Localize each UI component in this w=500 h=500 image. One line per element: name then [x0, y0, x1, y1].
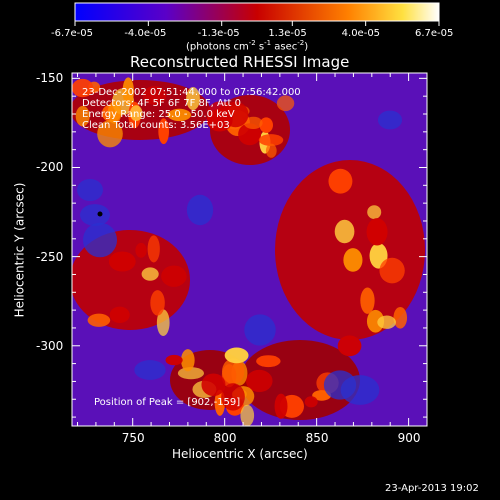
x-tick-label: 900 [397, 431, 421, 445]
info-line-4: Clean Total counts: 3.56E+03 [82, 120, 230, 131]
info-line-2: Detectors: 4F 5F 6F 7F 8F, Att 0 [82, 98, 242, 109]
footer-timestamp: 23-Apr-2013 19:02 [385, 483, 479, 494]
info-line-3: Energy Range: 25.0 - 50.0 keV [82, 109, 235, 120]
colorbar-ticks [74, 21, 440, 26]
heatmap [72, 73, 427, 426]
colorbar-tick-label: 6.7e-05 [415, 28, 454, 39]
colorbar-tick-label: -1.3e-05 [197, 28, 240, 39]
y-axis-label: Heliocentric Y (arcsec) [12, 182, 27, 318]
x-tick-label: 800 [213, 431, 237, 445]
colorbar-tick-label: 4.0e-05 [341, 28, 381, 39]
peak-marker [97, 211, 103, 217]
axis-ticks [72, 73, 428, 426]
colorbar-tick-label: -6.7e-05 [51, 28, 93, 39]
colorbar-tick-label: 1.3e-05 [268, 28, 307, 39]
colorbar-units: (photons cm-2 s-1 asec-2) [186, 39, 309, 53]
chart-title: Reconstructed RHESSI Image [130, 53, 350, 71]
x-axis-label: Heliocentric X (arcsec) [172, 447, 308, 461]
colorbar-tick-label: -4.0e-05 [124, 28, 167, 39]
colorbar [74, 2, 440, 22]
plot-frame [71, 72, 428, 427]
y-tick-label: -150 [36, 71, 64, 86]
y-tick-label: -250 [36, 249, 64, 264]
y-tick-label: -300 [36, 338, 64, 353]
x-tick-label: 750 [121, 431, 145, 445]
peak-position-label: Position of Peak = [902,-159] [94, 397, 241, 408]
x-tick-label: 850 [305, 431, 329, 445]
y-tick-label: -200 [36, 160, 64, 175]
info-line-1: 23-Dec-2002 07:51:44.000 to 07:56:42.000 [82, 87, 301, 98]
